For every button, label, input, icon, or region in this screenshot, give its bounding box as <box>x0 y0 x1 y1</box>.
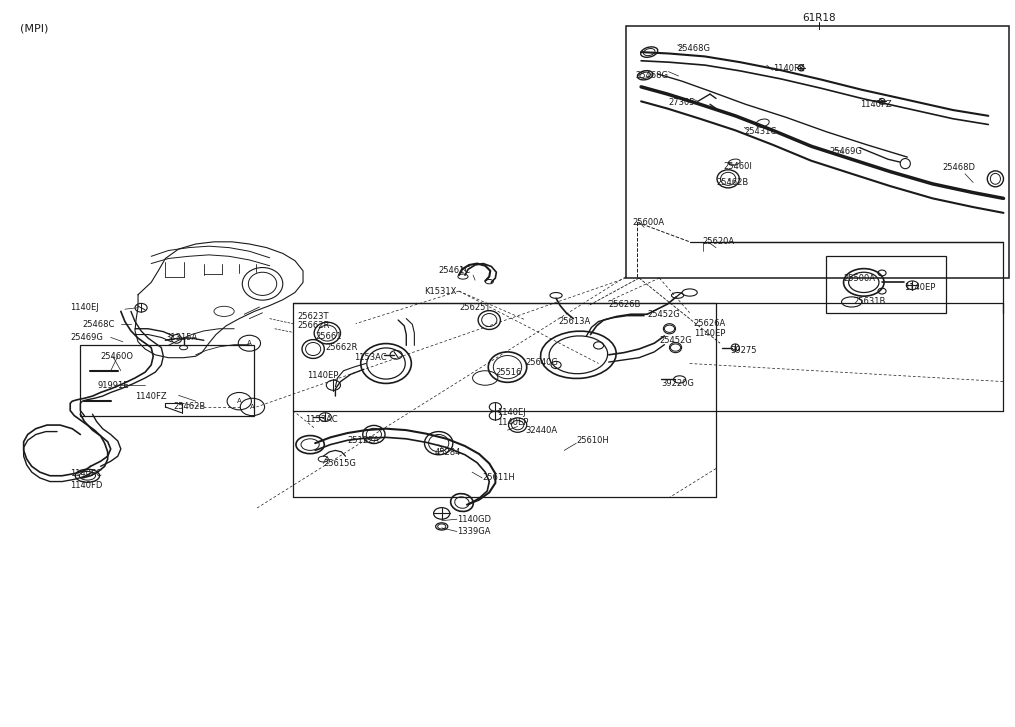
Text: 1140FZ: 1140FZ <box>860 100 891 109</box>
Text: 25468G: 25468G <box>635 71 668 81</box>
Text: 25620A: 25620A <box>702 237 735 246</box>
Text: 25611H: 25611H <box>482 473 515 483</box>
Text: 25122A: 25122A <box>347 436 380 446</box>
Text: 25468G: 25468G <box>678 44 710 53</box>
Text: 1140FC: 1140FC <box>70 469 102 478</box>
Text: 1140FZ: 1140FZ <box>772 63 804 73</box>
Text: 25610H: 25610H <box>577 436 609 446</box>
Text: 1140EJ: 1140EJ <box>70 303 99 312</box>
Text: 25468C: 25468C <box>82 320 115 329</box>
Text: 25452G: 25452G <box>660 336 692 345</box>
Text: 1339GA: 1339GA <box>457 527 490 536</box>
Text: 25640G: 25640G <box>526 358 558 366</box>
Text: 25626A: 25626A <box>693 319 726 328</box>
Text: 25631B: 25631B <box>854 297 886 307</box>
Text: 1140EP: 1140EP <box>308 371 338 380</box>
Text: A: A <box>236 398 242 404</box>
Text: 25623T: 25623T <box>297 312 329 321</box>
Text: 25460I: 25460I <box>723 162 752 171</box>
Text: K1531X: K1531X <box>424 286 457 296</box>
Text: 25662R: 25662R <box>297 321 329 330</box>
Text: 1140GD: 1140GD <box>457 515 491 523</box>
Text: 1153AC: 1153AC <box>306 416 338 425</box>
Text: 1140EP: 1140EP <box>693 329 725 337</box>
Text: (MPI): (MPI) <box>19 24 48 34</box>
Text: 39220G: 39220G <box>662 379 694 387</box>
Text: 25469G: 25469G <box>829 147 863 156</box>
Text: 25600A: 25600A <box>632 218 664 227</box>
Text: A: A <box>247 340 252 346</box>
Bar <box>80 345 255 416</box>
Text: 1140EP: 1140EP <box>904 283 936 292</box>
Text: 1140EJ: 1140EJ <box>497 409 526 417</box>
Text: 25516: 25516 <box>495 369 522 377</box>
Text: 25662R: 25662R <box>325 343 357 352</box>
Text: 91991E: 91991E <box>97 381 129 390</box>
Text: 25452G: 25452G <box>648 310 680 318</box>
Text: 25461C: 25461C <box>438 266 471 276</box>
Text: 31315A: 31315A <box>165 333 198 342</box>
Text: 25431C: 25431C <box>744 127 776 136</box>
Text: 25469G: 25469G <box>70 333 104 342</box>
Text: 25661: 25661 <box>316 332 342 341</box>
Text: A: A <box>250 404 255 410</box>
Text: 25468D: 25468D <box>943 164 975 172</box>
Text: 25626B: 25626B <box>609 300 641 309</box>
Text: 27305: 27305 <box>669 98 695 108</box>
Text: 25462B: 25462B <box>174 403 206 411</box>
Text: 1140EP: 1140EP <box>497 418 529 427</box>
Text: 61R18: 61R18 <box>803 13 836 23</box>
Text: 25500A: 25500A <box>843 273 876 283</box>
Bar <box>826 257 946 313</box>
Text: 25625T: 25625T <box>459 303 490 312</box>
Text: 25460O: 25460O <box>100 352 134 361</box>
Text: 1140FZ: 1140FZ <box>135 392 166 401</box>
Bar <box>626 26 1009 278</box>
Text: 1153AC: 1153AC <box>353 353 387 362</box>
Text: 25615G: 25615G <box>323 459 356 468</box>
Text: 39275: 39275 <box>730 346 757 355</box>
Text: 25613A: 25613A <box>558 317 591 326</box>
Text: 1140FD: 1140FD <box>70 481 103 490</box>
Text: 32440A: 32440A <box>526 425 558 435</box>
Text: 45284: 45284 <box>434 448 461 457</box>
Text: 25462B: 25462B <box>716 178 748 187</box>
